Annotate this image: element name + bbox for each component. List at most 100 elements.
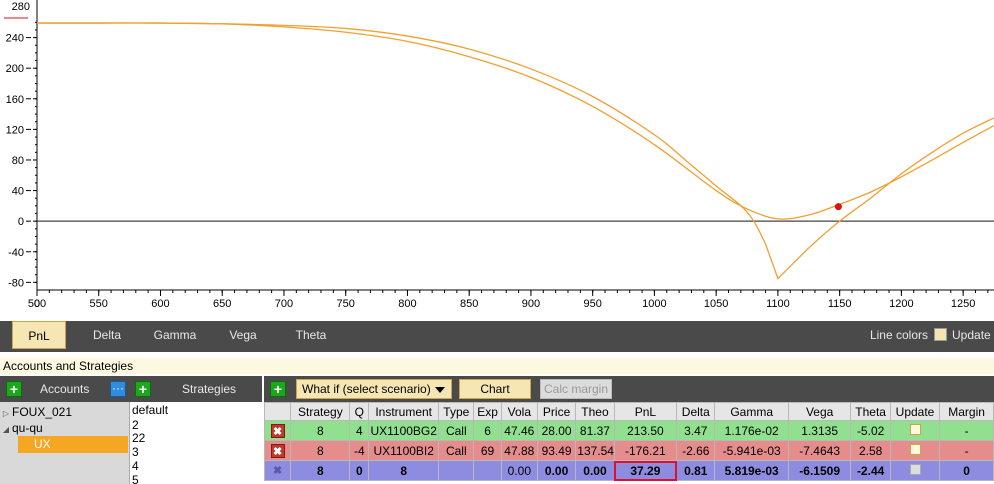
update-cell[interactable] [889, 420, 941, 441]
table-cell[interactable]: -5.02 [850, 420, 891, 441]
delete-icon[interactable]: ✖ [270, 443, 285, 458]
table-cell[interactable]: Call [438, 420, 475, 441]
table-cell[interactable]: 8 [290, 440, 351, 461]
table-cell[interactable] [438, 460, 475, 481]
column-header[interactable]: Price [536, 402, 577, 421]
update-cell[interactable] [889, 440, 941, 461]
column-header[interactable]: Margin [939, 402, 994, 421]
table-cell[interactable]: 0.81 [676, 460, 716, 481]
table-cell[interactable]: UX1100BG2 [368, 420, 440, 441]
column-header[interactable]: Gamma [714, 402, 789, 421]
strategy-item[interactable]: 4 [132, 459, 139, 473]
collapse-icon[interactable]: ◢ [2, 425, 10, 434]
tab-delta[interactable]: Delta [92, 328, 121, 342]
add-strategy-button[interactable]: + [135, 381, 151, 397]
table-cell[interactable]: - [939, 440, 994, 461]
table-cell[interactable]: 47.46 [500, 420, 538, 441]
column-header[interactable]: Theta [850, 402, 891, 421]
column-header[interactable]: Q [349, 402, 370, 421]
pnl-chart[interactable]: 280 -80 -40 0 40 80 120 160 200 240 0 500 550 600 650 7… [0, 0, 994, 318]
table-cell[interactable]: 0.00 [500, 460, 538, 481]
column-header[interactable]: Update [889, 402, 941, 421]
column-header[interactable]: PnL [613, 402, 678, 421]
strategy-item[interactable]: 22 [132, 431, 146, 445]
scenario-dropdown[interactable]: What if (select scenario) [296, 379, 452, 399]
table-cell[interactable]: Call [438, 440, 475, 461]
column-header[interactable]: Theo [575, 402, 615, 421]
table-cell[interactable]: -4 [349, 440, 370, 461]
table-row-total[interactable]: ✖ 8 0 8 0.00 0.00 0.00 37.29 0.81 5.819e… [263, 460, 994, 481]
expand-icon[interactable]: ▷ [2, 409, 10, 418]
table-cell[interactable]: 137.54 [575, 440, 615, 461]
calc-margin-button[interactable]: Calc margin [540, 379, 612, 399]
table-cell[interactable]: 0 [349, 460, 370, 481]
table-cell[interactable]: 0.00 [536, 460, 577, 481]
table-cell[interactable]: -2.44 [850, 460, 891, 481]
account-item-qu-qu[interactable]: ◢ qu-qu [0, 420, 43, 436]
account-item-foux-021[interactable]: ▷ FOUX_021 [0, 404, 72, 420]
strategy-item[interactable]: 3 [132, 445, 139, 459]
table-cell[interactable]: -5.941e-03 [714, 440, 789, 461]
table-cell[interactable] [473, 460, 502, 481]
table-cell[interactable]: 5.819e-03 [714, 460, 789, 481]
update-checkbox[interactable] [934, 328, 947, 341]
splitter[interactable] [0, 349, 994, 352]
tab-gamma[interactable]: Gamma [153, 328, 197, 342]
delete-icon[interactable]: ✖ [270, 423, 285, 438]
column-header[interactable]: Exp [473, 402, 502, 421]
column-header[interactable]: Delta [676, 402, 716, 421]
table-cell[interactable]: 93.49 [536, 440, 577, 461]
chart-button[interactable]: Chart [459, 379, 531, 399]
column-header[interactable]: Strategy [290, 402, 351, 421]
table-cell[interactable]: 8 [368, 460, 440, 481]
table-cell[interactable]: 81.37 [575, 420, 615, 441]
tab-vega[interactable]: Vega [229, 328, 257, 342]
table-cell[interactable]: -176.21 [613, 440, 678, 461]
table-cell[interactable]: 1.176e-02 [714, 420, 789, 441]
delete-cell[interactable]: ✖ [263, 420, 292, 441]
update-checkbox[interactable] [909, 463, 921, 475]
delete-cell[interactable]: ✖ [263, 440, 292, 461]
strategy-item[interactable]: default [132, 403, 169, 417]
column-header[interactable]: Type [438, 402, 475, 421]
table-cell[interactable]: 3.47 [676, 420, 716, 441]
table-cell[interactable]: 0 [939, 460, 994, 481]
accounts-menu-button[interactable]: ··· [110, 381, 126, 397]
table-cell[interactable]: -7.4643 [787, 440, 852, 461]
table-cell[interactable]: -6.1509 [787, 460, 852, 481]
update-checkbox[interactable] [909, 443, 921, 455]
line-colors-label[interactable]: Line colors [869, 328, 928, 342]
table-cell[interactable]: 8 [290, 460, 351, 481]
account-item-ux[interactable]: UX [18, 436, 128, 453]
table-cell[interactable]: 2.58 [850, 440, 891, 461]
table-cell[interactable]: -2.66 [676, 440, 716, 461]
tab-pnl[interactable]: PnL [12, 321, 66, 349]
update-cell[interactable] [889, 460, 941, 481]
table-row[interactable]: ✖ 8 4 UX1100BG2 Call 6 47.46 28.00 81.37… [263, 420, 994, 441]
scenario-dropdown-value: What if (select scenario) [302, 382, 431, 396]
tab-theta[interactable]: Theta [295, 328, 327, 342]
table-cell[interactable]: 69 [473, 440, 502, 461]
strategy-item[interactable]: 2 [132, 418, 139, 432]
table-cell[interactable]: 6 [473, 420, 502, 441]
column-header[interactable]: Instrument [368, 402, 440, 421]
add-account-button[interactable]: + [6, 381, 22, 397]
table-cell[interactable]: 213.50 [613, 420, 678, 441]
strategy-item[interactable]: 5 [132, 473, 139, 484]
update-checkbox[interactable] [909, 423, 921, 435]
total-pnl-cell[interactable]: 37.29 [613, 460, 678, 481]
table-cell[interactable]: 1.3135 [787, 420, 852, 441]
column-header[interactable]: Vega [787, 402, 852, 421]
column-header[interactable]: Vola [500, 402, 538, 421]
table-cell[interactable]: 47.88 [500, 440, 538, 461]
account-label: FOUX_021 [12, 405, 73, 419]
table-cell[interactable]: - [939, 420, 994, 441]
add-position-button[interactable]: + [270, 381, 286, 397]
table-row[interactable]: ✖ 8 -4 UX1100BI2 Call 69 47.88 93.49 137… [263, 440, 994, 461]
table-cell[interactable]: UX1100BI2 [368, 440, 440, 461]
table-cell[interactable]: 4 [349, 420, 370, 441]
table-cell[interactable]: 8 [290, 420, 351, 441]
table-cell[interactable]: 0.00 [575, 460, 615, 481]
update-toggle[interactable]: Update [934, 321, 994, 349]
table-cell[interactable]: 28.00 [536, 420, 577, 441]
